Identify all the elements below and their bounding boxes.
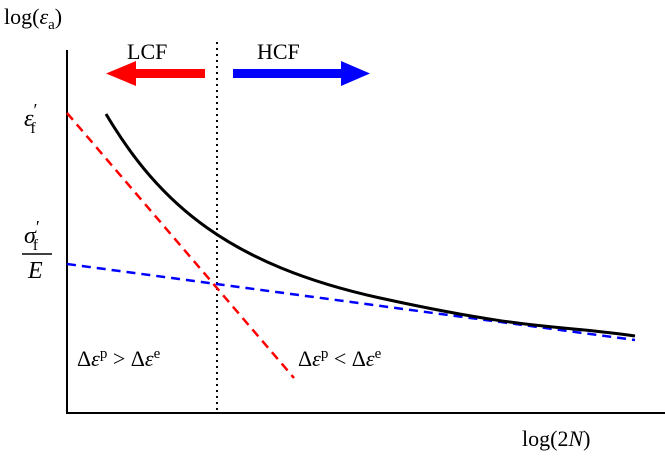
fatigue-ductility-coefficient-label: ε′ f — [24, 100, 37, 137]
svg-text:E: E — [27, 258, 43, 284]
x-axis-label: log(2N) — [522, 426, 590, 451]
elastic-dominant-annotation: Δεp < Δεe — [298, 346, 382, 371]
lcf-arrow — [106, 61, 205, 86]
hcf-label: HCF — [257, 39, 300, 64]
y-axis-label: log(εa) — [4, 4, 62, 33]
elastic-strain-line — [66, 262, 636, 342]
fatigue-strength-over-modulus-label: σ′ f E — [22, 217, 52, 284]
plastic-dominant-annotation: Δεp > Δεe — [77, 346, 161, 371]
lcf-label: LCF — [127, 39, 167, 64]
svg-text:σ′f: σ′ f — [24, 217, 40, 254]
hcf-arrow — [233, 61, 370, 86]
plastic-strain-line — [66, 112, 295, 379]
total-strain-curve — [104, 113, 636, 338]
